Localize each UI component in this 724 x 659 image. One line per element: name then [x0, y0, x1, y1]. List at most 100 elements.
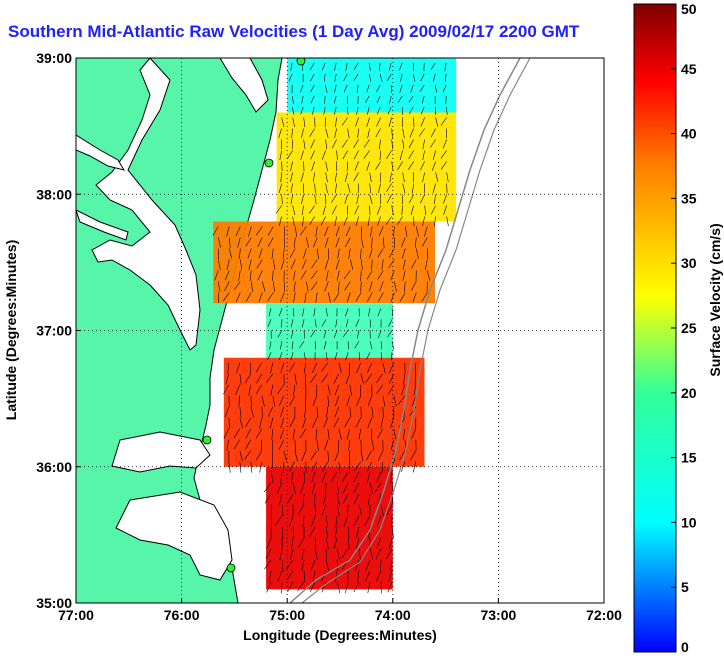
- velocity-arrow: [314, 183, 316, 194]
- velocity-arrow: [294, 373, 297, 385]
- velocity-arrow: [266, 373, 274, 383]
- velocity-arrow: [348, 248, 351, 259]
- velocity-arrow: [358, 504, 363, 516]
- velocity-arrow: [299, 428, 307, 439]
- velocity-arrow: [412, 461, 417, 473]
- velocity-arrow: [228, 461, 231, 473]
- colorbar-tick-label: 5: [681, 579, 689, 595]
- velocity-arrow: [325, 526, 329, 539]
- velocity-arrow: [278, 183, 282, 194]
- velocity-arrow: [333, 95, 337, 104]
- velocity-arrow: [331, 471, 338, 482]
- velocity-arrow: [434, 216, 436, 227]
- velocity-arrow: [325, 559, 329, 572]
- velocity-arrow: [294, 450, 298, 462]
- velocity-arrow: [278, 493, 283, 505]
- velocity-arrow: [334, 183, 337, 194]
- velocity-arrow: [380, 341, 383, 350]
- velocity-arrow: [376, 84, 381, 93]
- velocity-arrow: [289, 395, 296, 406]
- velocity-arrow: [386, 504, 393, 516]
- velocity-arrow: [420, 117, 425, 127]
- velocity-arrow: [335, 395, 340, 407]
- velocity-arrow: [239, 450, 243, 462]
- velocity-arrow: [290, 352, 294, 361]
- velocity-arrow: [389, 95, 392, 104]
- velocity-arrow: [309, 216, 315, 225]
- velocity-arrow: [334, 384, 340, 396]
- velocity-arrow: [281, 504, 284, 517]
- velocity-arrow: [390, 559, 393, 572]
- velocity-arrow: [442, 139, 447, 149]
- velocity-arrow: [312, 172, 315, 183]
- velocity-arrow: [367, 128, 370, 139]
- velocity-arrow: [345, 237, 351, 247]
- velocity-arrow: [393, 395, 397, 407]
- velocity-arrow: [277, 384, 285, 394]
- velocity-arrow: [426, 270, 431, 281]
- velocity-arrow: [346, 428, 351, 440]
- colorbar-tick-label: 30: [681, 255, 697, 271]
- velocity-arrow: [321, 373, 329, 383]
- velocity-arrow: [347, 128, 350, 139]
- velocity-arrow: [268, 308, 272, 317]
- velocity-arrow: [343, 515, 349, 527]
- velocity-arrow: [303, 570, 306, 583]
- velocity-arrow: [287, 493, 294, 504]
- velocity-arrow: [288, 461, 296, 472]
- velocity-arrow: [345, 319, 349, 328]
- velocity-arrow: [377, 493, 382, 505]
- velocity-arrow: [297, 537, 305, 548]
- velocity-arrow: [293, 384, 296, 396]
- velocity-arrow: [356, 395, 362, 406]
- velocity-arrow: [324, 117, 326, 128]
- velocity-arrow: [357, 570, 360, 583]
- velocity-arrow: [259, 417, 263, 429]
- velocity-arrow: [366, 117, 370, 127]
- velocity-arrow: [376, 570, 382, 582]
- velocity-arrow: [244, 450, 252, 460]
- velocity-arrow: [321, 62, 326, 71]
- velocity-arrow: [288, 362, 296, 373]
- velocity-arrow: [408, 161, 414, 170]
- velocity-arrow: [325, 183, 328, 194]
- velocity-arrow: [393, 281, 397, 292]
- velocity-arrow: [245, 439, 252, 450]
- velocity-arrow: [300, 226, 307, 236]
- x-tick-label: 73:00: [480, 607, 516, 623]
- velocity-arrow: [366, 84, 370, 93]
- velocity-arrow: [422, 216, 425, 227]
- velocity-arrow: [331, 139, 337, 149]
- velocity-arrow: [334, 172, 337, 183]
- velocity-arrow: [314, 319, 317, 328]
- velocity-arrow: [312, 362, 318, 373]
- velocity-arrow: [355, 292, 362, 302]
- velocity-arrow: [374, 482, 382, 493]
- velocity-arrow: [399, 62, 403, 71]
- velocity-arrow: [377, 450, 384, 461]
- river-rappahannock: [76, 209, 129, 241]
- velocity-arrow: [249, 362, 252, 374]
- velocity-arrow: [378, 330, 382, 339]
- velocity-arrow: [248, 226, 252, 237]
- velocity-arrow: [378, 139, 381, 150]
- velocity-arrow: [414, 373, 417, 385]
- velocity-arrow: [300, 84, 304, 93]
- velocity-arrow: [245, 237, 252, 247]
- velocity-patch: [213, 221, 436, 304]
- velocity-arrow: [377, 270, 384, 280]
- velocity-arrow: [233, 428, 241, 439]
- velocity-arrow: [293, 270, 296, 281]
- velocity-arrow: [322, 205, 326, 215]
- velocity-arrow: [353, 515, 360, 527]
- velocity-arrow: [353, 581, 360, 593]
- velocity-arrow: [310, 450, 318, 461]
- velocity-arrow: [434, 84, 438, 93]
- velocity-arrow: [278, 352, 283, 361]
- velocity-arrow: [369, 482, 374, 494]
- velocity-arrow: [349, 384, 352, 396]
- velocity-arrow: [228, 417, 231, 429]
- velocity-arrow: [363, 150, 370, 159]
- velocity-arrow: [280, 417, 285, 429]
- velocity-patch: [276, 112, 457, 222]
